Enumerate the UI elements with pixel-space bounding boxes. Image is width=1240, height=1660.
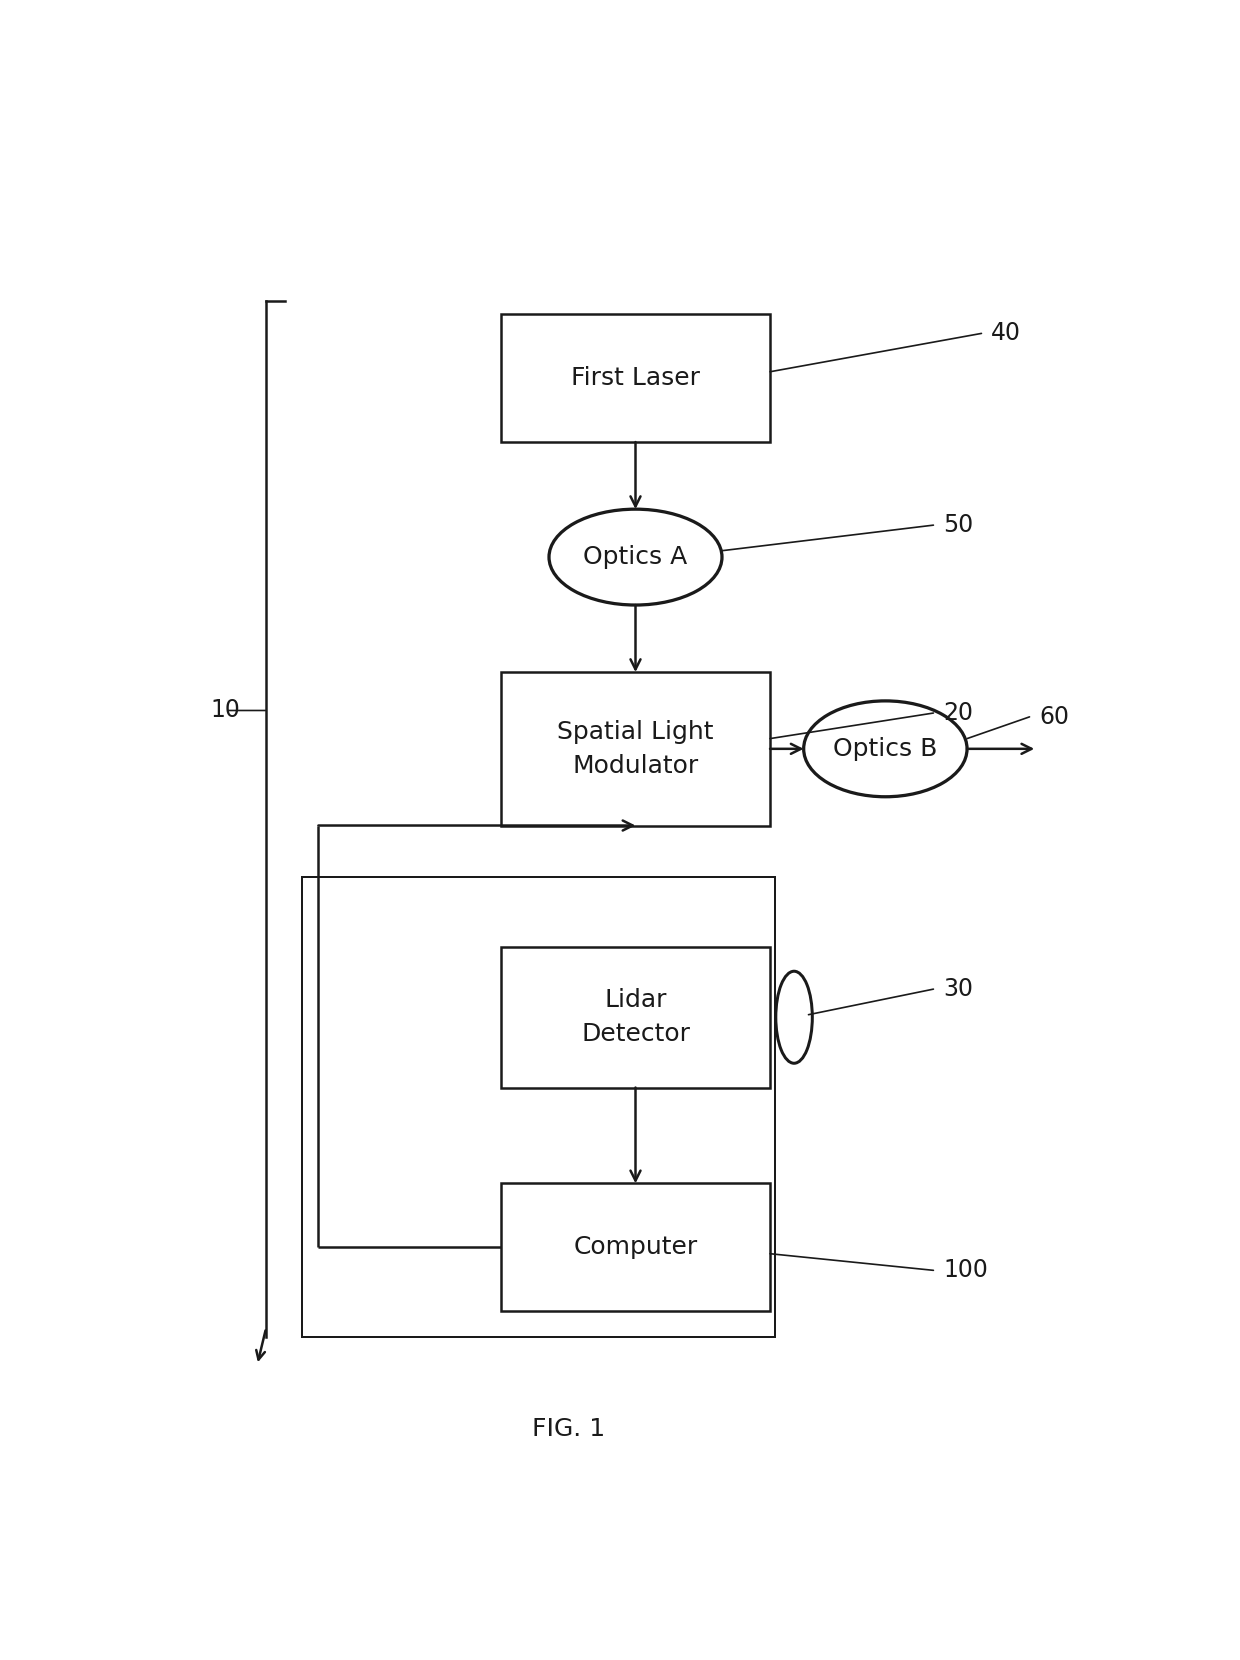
Bar bbox=[501, 946, 770, 1087]
Text: 20: 20 bbox=[942, 701, 973, 725]
Text: 100: 100 bbox=[942, 1258, 988, 1282]
Text: 10: 10 bbox=[211, 699, 241, 722]
Ellipse shape bbox=[804, 701, 967, 797]
Text: 30: 30 bbox=[942, 978, 973, 1001]
Text: 40: 40 bbox=[991, 322, 1021, 345]
Bar bbox=[303, 876, 775, 1336]
Ellipse shape bbox=[776, 971, 812, 1064]
Bar bbox=[501, 1184, 770, 1311]
Text: Optics A: Optics A bbox=[583, 544, 688, 569]
Text: FIG. 1: FIG. 1 bbox=[532, 1418, 605, 1441]
Ellipse shape bbox=[549, 510, 722, 604]
Text: First Laser: First Laser bbox=[570, 367, 701, 390]
Text: 60: 60 bbox=[1039, 706, 1069, 729]
Bar bbox=[501, 314, 770, 442]
Text: Lidar
Detector: Lidar Detector bbox=[582, 988, 689, 1046]
Text: Optics B: Optics B bbox=[833, 737, 937, 760]
Text: Computer: Computer bbox=[573, 1235, 698, 1260]
Text: Spatial Light
Modulator: Spatial Light Modulator bbox=[557, 720, 714, 777]
Text: 50: 50 bbox=[942, 513, 973, 538]
Bar bbox=[501, 672, 770, 825]
